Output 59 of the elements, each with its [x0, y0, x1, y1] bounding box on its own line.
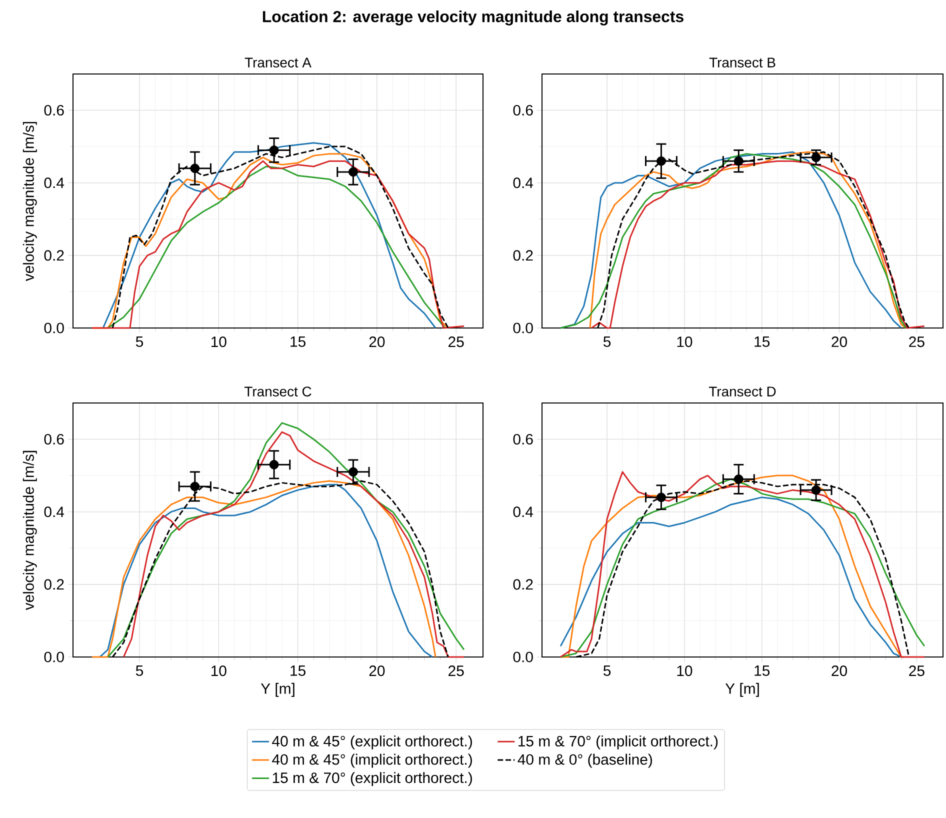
chart-title: Transect D: [708, 386, 776, 396]
x-tick-label: 10: [677, 336, 692, 348]
x-tick-label: 5: [136, 666, 144, 676]
x-tick-label: 20: [369, 666, 385, 676]
y-tick-label: 0.6: [44, 434, 64, 445]
y-tick-label: 0.0: [44, 652, 64, 662]
chart-title: Transect B: [709, 58, 776, 68]
y-tick-label: 0.2: [44, 250, 64, 261]
y-tick-label: 0.4: [513, 506, 534, 518]
point: [811, 485, 821, 495]
x-tick-label: 10: [211, 336, 226, 348]
x-tick-label: 10: [677, 666, 692, 676]
x-tick-label: 10: [211, 666, 226, 676]
y-tick-label: 0.6: [513, 104, 533, 116]
point: [190, 482, 200, 492]
x-tick-label: 15: [290, 336, 306, 347]
y-tick-label: 0.0: [513, 322, 533, 334]
point: [734, 474, 744, 484]
y-tick-label: 0.2: [44, 579, 64, 590]
chart-subtitle: Transect A: [244, 58, 312, 68]
point: [269, 145, 279, 155]
x-tick-label: 5: [603, 336, 611, 347]
x-tick-label: 5: [136, 336, 144, 347]
y-axis-title: velocity magnitude [m/s]: [22, 450, 37, 610]
x-tick-label: 25: [909, 336, 924, 348]
legend-label: 15 m & 70° (implicit orthorect.): [518, 735, 718, 750]
y-tick-label: 0.2: [513, 250, 533, 261]
x-tick-label: 15: [754, 336, 770, 347]
point: [348, 467, 358, 477]
legend-label: 40 m & 45° (explicit orthorect.): [272, 735, 472, 750]
x-tick-label: 25: [909, 666, 924, 676]
y-tick-label: 0.4: [513, 178, 534, 188]
x-tick-label: 20: [832, 336, 847, 348]
x-tick-label: 20: [832, 666, 847, 676]
y-axis-title: velocity magnitude [m/s]: [22, 122, 37, 282]
x-tick-label: 15: [754, 666, 770, 676]
legend-label: 40 m & 45° (implicit orthorect.): [272, 754, 472, 768]
point: [190, 164, 200, 174]
legend-label: 15 m & 70° (explicit orthorect.): [272, 772, 472, 786]
point: [269, 460, 279, 470]
chart-title: Transect C: [244, 386, 312, 396]
legend-label: 40 m & 0° (baseline): [518, 754, 652, 768]
y-tick-label: 0.6: [513, 434, 533, 445]
y-tick-label: 0.4: [44, 178, 64, 188]
chart-title: Location 2: average velocity magnitude along transects: [262, 10, 684, 26]
y-tick-label: 0.4: [44, 506, 64, 518]
x-tick-label: 20: [369, 336, 385, 348]
y-tick-label: 0.2: [513, 579, 533, 590]
x-tick-label: 25: [448, 666, 464, 676]
y-tick-label: 0.0: [513, 652, 533, 662]
x-tick-label: 5: [603, 666, 611, 676]
y-tick-label: 0.6: [44, 104, 64, 116]
point: [656, 492, 666, 502]
x-axis-title: Y [m]: [725, 682, 759, 697]
point: [348, 167, 358, 177]
x-tick-label: 15: [290, 666, 306, 676]
x-axis-title: Y [m]: [260, 682, 294, 697]
y-tick-label: 0.0: [44, 322, 64, 334]
x-tick-label: 25: [448, 336, 464, 348]
